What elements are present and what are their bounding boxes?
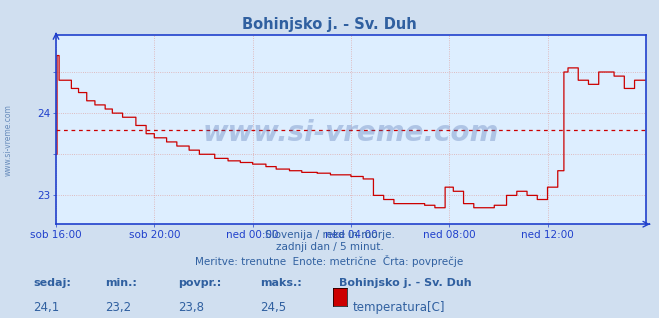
Text: sedaj:: sedaj: (33, 278, 71, 288)
Text: temperatura[C]: temperatura[C] (353, 301, 445, 314)
Text: povpr.:: povpr.: (178, 278, 221, 288)
Text: 24,1: 24,1 (33, 301, 59, 314)
Text: 24,5: 24,5 (260, 301, 287, 314)
Text: www.si-vreme.com: www.si-vreme.com (3, 104, 13, 176)
Text: Meritve: trenutne  Enote: metrične  Črta: povprečje: Meritve: trenutne Enote: metrične Črta: … (195, 255, 464, 267)
Text: min.:: min.: (105, 278, 137, 288)
Text: Slovenija / reke in morje.: Slovenija / reke in morje. (264, 230, 395, 239)
Text: Bohinjsko j. - Sv. Duh: Bohinjsko j. - Sv. Duh (242, 17, 417, 32)
Text: zadnji dan / 5 minut.: zadnji dan / 5 minut. (275, 242, 384, 252)
Text: www.si-vreme.com: www.si-vreme.com (203, 119, 499, 147)
Text: maks.:: maks.: (260, 278, 302, 288)
Text: 23,2: 23,2 (105, 301, 132, 314)
Text: Bohinjsko j. - Sv. Duh: Bohinjsko j. - Sv. Duh (339, 278, 472, 288)
Text: 23,8: 23,8 (178, 301, 204, 314)
